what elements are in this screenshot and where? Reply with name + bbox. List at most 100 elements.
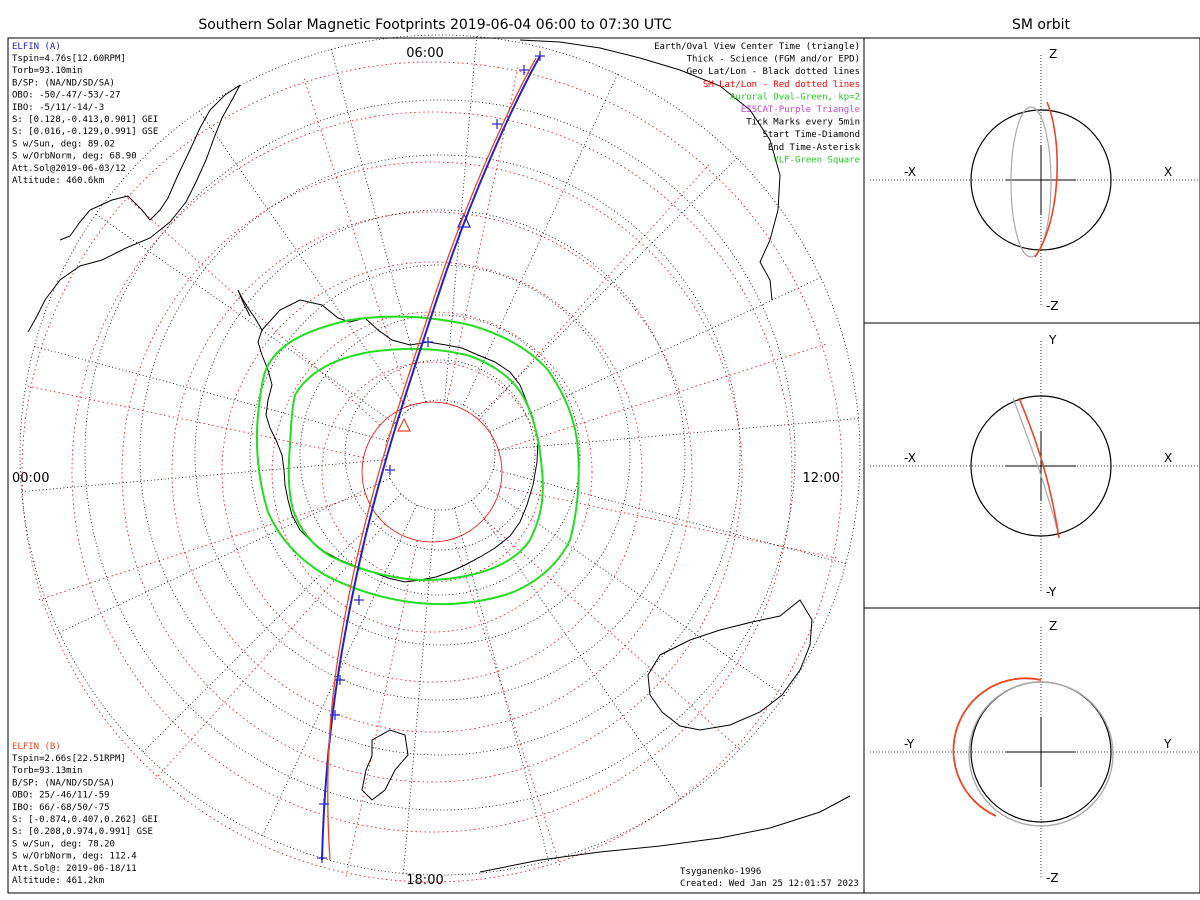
sm-ring [121,161,743,783]
auroral-oval-outer [255,315,580,606]
geo-ring [299,314,581,596]
model-credit: Tsyganenko-1996 [680,867,761,877]
orbit-path [968,681,1114,827]
orbit-path [1018,397,1060,539]
orbit-label-left: -X [904,451,916,465]
sm-latitude-rings [21,61,843,883]
geo-meridian [21,459,386,493]
legend-entry: Earth/Oval View Center Time (triangle) [654,42,860,52]
geo-ring [194,209,686,701]
info-line: Altitude: 460.6km [12,176,104,186]
geo-meridian [444,36,478,401]
orbit-label-down: -Z [1046,299,1059,313]
orbit-panels: Z -Z -X X Y -Y -X X Z -Z -Y Y [870,47,1198,885]
geo-meridian [402,509,436,874]
africa-coast [519,39,781,301]
info-line: Torb=93.10min [12,66,82,76]
info-line: IBO: -5/11/-14/-3 [12,103,104,113]
legend-entry: Tick Marks every 5min [746,118,860,128]
sm-longitude-lines [25,65,839,879]
orbit-frame [863,37,1200,894]
orbit-title: SM orbit [1012,17,1071,33]
info-line: B/SP: (NA/ND/SD/SA) [12,78,115,88]
orbit-label-up: Z [1049,619,1057,633]
orbit-panel: Z -Z -X X [870,47,1198,313]
orbit-label-left: -X [904,165,916,179]
orbit-panel: Z -Z -Y Y [870,619,1198,885]
coastlines [27,39,851,873]
orbit-label-down: -Z [1046,871,1059,885]
orbit-label-right: Y [1163,737,1172,751]
geo-meridian [489,277,821,433]
orbit-label-down: -Y [1046,585,1057,599]
geo-meridian [34,345,387,442]
created-credit: Created: Wed Jan 25 12:01:57 2023 [680,879,859,889]
clock-label-bottom: 18:00 [406,873,443,888]
sm-ring [71,111,793,833]
legend-entry: Thick - Science (FGM and/or EPD) [687,55,860,65]
clock-label-left: 00:00 [12,471,49,486]
sm-ring [171,211,693,733]
info-line: Tspin=4.76s[12.60RPM] [12,54,126,64]
sm-ring [221,261,643,683]
info-line: S: [0.208,0.974,0.991] GSE [12,827,153,837]
sm-meridian [37,493,366,601]
south-america [27,84,241,333]
geo-meridian [494,417,859,451]
geo-meridian [59,477,391,633]
antarctica-coast [257,299,539,583]
info-line: Att.Sol@2019-06-03/12 [12,164,126,174]
sm-meridian [478,163,710,421]
geo-meridian [462,74,618,406]
info-line: S w/Sun, deg: 78.20 [12,839,115,849]
track-tick-marks [317,51,545,863]
elfin-a-title: ELFIN (A) [12,42,61,52]
earth-circle [970,109,1112,251]
geo-ring [249,264,631,646]
orbit-label-up: Y [1048,333,1057,347]
orbit-path [1012,397,1060,537]
view-center-triangle-b [397,417,411,432]
sm-meridian [500,486,839,559]
southern-ocean-island [479,795,851,873]
legend-entry: Geo Lat/Lon - Black dotted lines [687,67,860,77]
map-frame [7,37,865,894]
sm-meridian [498,343,827,451]
info-line: Att.Sol@: 2019-06-18/11 [12,864,137,874]
info-line: IBO: 66/-68/50/-75 [12,803,110,813]
clock-label-top: 06:00 [406,46,443,61]
legend-entry: VLF-Green Square [773,155,860,165]
info-line: Altitude: 461.2km [12,876,104,886]
elfin-b-info: Tspin=2.66s[22.51RPM] Torb=93.13min B/SP: … [12,754,158,886]
geo-meridian [478,157,738,417]
geo-meridian [198,110,409,411]
info-line: Torb=93.13min [12,766,82,776]
plot-title: Southern Solar Magnetic Footprints 2019-… [198,17,672,33]
orbit-panel: Y -Y -X X [870,333,1198,599]
geo-ring [344,359,536,551]
info-line: S w/OrbNorm, deg: 112.4 [12,852,137,862]
info-line: Tspin=2.66s[22.51RPM] [12,754,126,764]
info-line: S w/Sun, deg: 89.02 [12,139,115,149]
geo-ring [84,99,796,811]
info-line: OBO: 25/-46/11/-59 [12,791,110,801]
auroral-oval-inner [287,347,544,582]
orbit-path [1034,101,1058,258]
orbit-label-right: X [1164,451,1172,465]
info-line: S: [-0.874,0.407,0.262] GEI [12,815,158,825]
sm-meridian [483,518,741,750]
geo-meridian [142,493,402,753]
orbit-path [1010,106,1052,258]
geo-grid [19,34,861,876]
orbit-path [952,677,1042,817]
earth-circle [970,395,1112,537]
geo-meridian [493,468,846,565]
legend-entry: EISCAT-Purple Triangle [741,105,860,115]
sm-meridian [345,540,418,879]
elfin-b-track [327,57,537,861]
sm-meridian [446,65,519,404]
clock-label-right: 12:00 [803,471,840,486]
orbit-label-up: Z [1049,47,1057,61]
legend-entry: End Time-Asterisk [768,143,861,153]
